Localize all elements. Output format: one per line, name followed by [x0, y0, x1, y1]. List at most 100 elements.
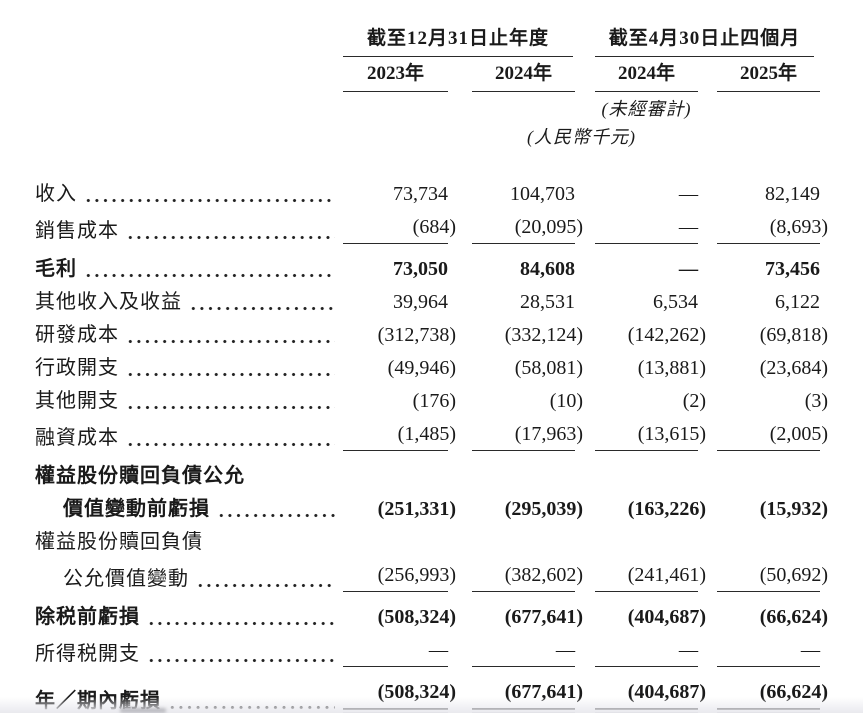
cell-value-text: 82,149 — [765, 183, 821, 205]
cell-value: (677,641) — [472, 680, 583, 713]
value-cell — [448, 451, 575, 489]
cell-value-text: (2,005) — [769, 423, 829, 445]
table-row: 其他收入及收益 39,964 28,531 6,534 6,122 — [0, 282, 820, 315]
value-cell: 39,964 — [343, 282, 448, 315]
cell-value-text: (49,946) — [387, 357, 456, 379]
cell-value: (2) — [595, 389, 706, 414]
dot-leader — [126, 219, 335, 244]
table-row: 價值變動前虧損 (251,331) (295,039) (163,226) (15,93… — [0, 489, 828, 522]
row-label: 行政開支 — [35, 356, 335, 381]
value-cell: – — [575, 174, 698, 207]
value-cell: 28,531 — [448, 282, 575, 315]
cell-value-text: (251,331) — [377, 498, 456, 520]
row-label-cell: 融資成本 — [0, 414, 343, 451]
value-cell: 84,608 — [448, 244, 575, 282]
cell-value-text: 6,122 — [775, 291, 821, 313]
cell-value-text: 28,531 — [520, 291, 576, 313]
year-header-2023: 2023年 — [343, 62, 448, 92]
unaudited-note-row: (未經審計) — [0, 92, 820, 120]
cell-value-text: 104,703 — [510, 183, 576, 205]
value-cell: (677,641) — [448, 592, 583, 630]
cell-value-text: – — [801, 639, 821, 661]
row-label: 其他開支 — [35, 389, 335, 414]
value-cell: (508,324) — [343, 667, 456, 713]
row-label-cell: 除税前虧損 — [0, 592, 343, 630]
group-cell-annual: 截至12月31日止年度 — [343, 0, 575, 57]
cell-value: (256,993) — [343, 563, 456, 592]
currency-unit-row: (人民幣千元) — [0, 120, 820, 148]
cell-value-text: (1,485) — [397, 423, 456, 445]
cell-value-text: – — [679, 216, 699, 238]
table-row: 行政開支 (49,946) (58,081) (13,881) (23,684) — [0, 348, 828, 381]
row-label-cell: 權益股份贖回負債 — [0, 522, 343, 555]
value-cell: (332,124) — [448, 315, 583, 348]
cell-value-text: – — [429, 639, 448, 661]
year-header-row: 2023年 2024年 2024年 2025年 — [0, 57, 821, 92]
value-cell: (2) — [575, 381, 706, 414]
table-row: 其他開支 (176) (10) (2) (3) — [0, 381, 828, 414]
cell-value-text: (2) — [682, 390, 707, 412]
value-cell: (677,641) — [448, 667, 583, 713]
row-label-cell: 其他開支 — [0, 381, 343, 414]
value-cell — [575, 522, 698, 555]
value-cell: (10) — [448, 381, 583, 414]
cell-value: – — [595, 638, 699, 667]
dot-leader — [196, 567, 335, 592]
value-cell: (508,324) — [343, 592, 456, 630]
row-label-cell: 其他收入及收益 — [0, 282, 343, 315]
income-statement-table: 截至12月31日止年度 截至4月30日止四個月 2023年 2024年 2024… — [0, 0, 828, 713]
dot-leader — [84, 257, 335, 282]
value-cell: (20,095) — [448, 207, 583, 244]
cell-value-text: (142,262) — [627, 324, 707, 346]
cell-value-text: 73,050 — [393, 258, 448, 280]
cell-value: (17,963) — [472, 422, 583, 451]
value-cell: (3) — [698, 381, 828, 414]
cell-value-text: (677,641) — [504, 606, 584, 628]
value-cell: (17,963) — [448, 414, 583, 451]
row-label-text: 毛利 — [35, 258, 77, 280]
cell-value-text: (241,461) — [627, 564, 707, 586]
row-label-text: 所得税開支 — [35, 643, 140, 665]
dot-leader — [147, 642, 335, 667]
cell-value: 73,734 — [343, 182, 448, 207]
table-row: 所得税開支 – – – – — [0, 630, 821, 667]
row-label: 公允價值變動 — [63, 567, 335, 592]
currency-unit-note: (人民幣千元) — [527, 127, 637, 147]
cell-value: (382,602) — [472, 563, 583, 592]
cell-value: (66,624) — [717, 680, 828, 713]
value-cell — [698, 522, 820, 555]
value-cell: (1,485) — [343, 414, 456, 451]
cell-value-text: 73,456 — [765, 258, 821, 280]
row-label: 毛利 — [35, 257, 335, 282]
value-cell: (251,331) — [343, 489, 456, 522]
value-cell: (684) — [343, 207, 456, 244]
cell-value: (2,005) — [717, 422, 828, 451]
row-label: 價值變動前虧損 — [63, 497, 335, 522]
cell-value: (58,081) — [472, 356, 583, 381]
value-cell: (66,624) — [698, 667, 828, 713]
cell-value-text: (17,963) — [514, 423, 584, 445]
cell-value-text: – — [556, 639, 576, 661]
value-cell: (50,692) — [698, 555, 828, 592]
cell-value: 104,703 — [472, 182, 575, 207]
cell-value-text: 6,534 — [653, 291, 699, 313]
cell-value-text: 39,964 — [393, 291, 448, 313]
value-cell: – — [575, 244, 698, 282]
cell-value: (332,124) — [472, 323, 583, 348]
table-row: 銷售成本 (684) (20,095) – (8,693) — [0, 207, 828, 244]
row-label-text: 權益股份贖回負債 — [35, 531, 203, 553]
value-cell: – — [343, 630, 448, 667]
row-label: 其他收入及收益 — [35, 290, 335, 315]
cell-value-text: (312,738) — [377, 324, 456, 346]
dot-leader — [217, 497, 335, 522]
value-cell: 82,149 — [698, 174, 820, 207]
row-label-cell: 價值變動前虧損 — [0, 489, 343, 522]
value-cell — [343, 522, 448, 555]
row-label-text: 其他收入及收益 — [35, 291, 182, 313]
cell-value-text: (13,881) — [637, 357, 707, 379]
cell-value: (251,331) — [343, 497, 456, 522]
year-header-2024: 2024年 — [472, 62, 576, 92]
row-label: 融資成本 — [35, 426, 335, 451]
cell-value-text: (66,624) — [759, 681, 829, 703]
